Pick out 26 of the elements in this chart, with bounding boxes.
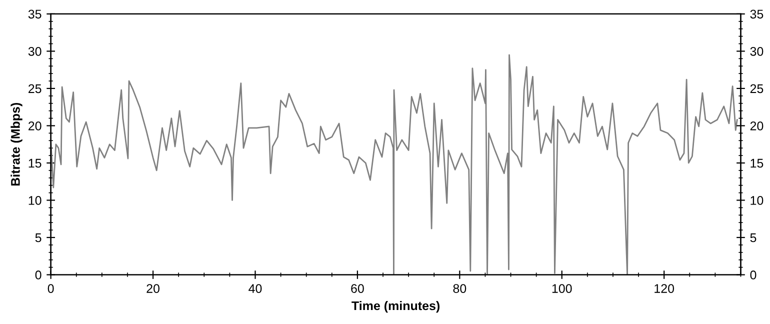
y2-tick-label: 25 [750, 84, 764, 94]
y-tick-label: 5 [35, 233, 42, 242]
y-tick-label: 15 [28, 158, 42, 168]
y-tick-label: 10 [28, 196, 42, 205]
x-tick-label: 0 [48, 284, 54, 293]
y-tick-label: 35 [28, 10, 42, 19]
line-series [50, 54, 738, 275]
x-tick-label: 80 [453, 284, 466, 293]
x-tick-label: 20 [146, 284, 160, 293]
y-tick-label: 30 [28, 46, 42, 56]
y2-tick-label: 0 [750, 270, 756, 280]
x-tick-label: 120 [654, 284, 674, 293]
y-axis-title: Bitrate (Mbps) [10, 102, 22, 186]
y2-tick-label: 20 [750, 122, 764, 130]
x-tick-label: 100 [552, 284, 572, 293]
y-tick-label: 20 [28, 122, 42, 130]
x-axis-title: Time (minutes) [352, 300, 440, 313]
x-tick-label: 40 [248, 284, 262, 293]
y2-tick-label: 15 [750, 158, 764, 168]
y2-tick-label: 35 [750, 10, 764, 19]
y-tick-label: 0 [35, 270, 42, 280]
y2-tick-label: 30 [750, 46, 764, 56]
x-tick-label: 60 [351, 284, 364, 293]
y2-tick-label: 10 [750, 196, 764, 205]
y2-tick-label: 5 [750, 233, 756, 242]
y-tick-label: 25 [28, 84, 42, 94]
